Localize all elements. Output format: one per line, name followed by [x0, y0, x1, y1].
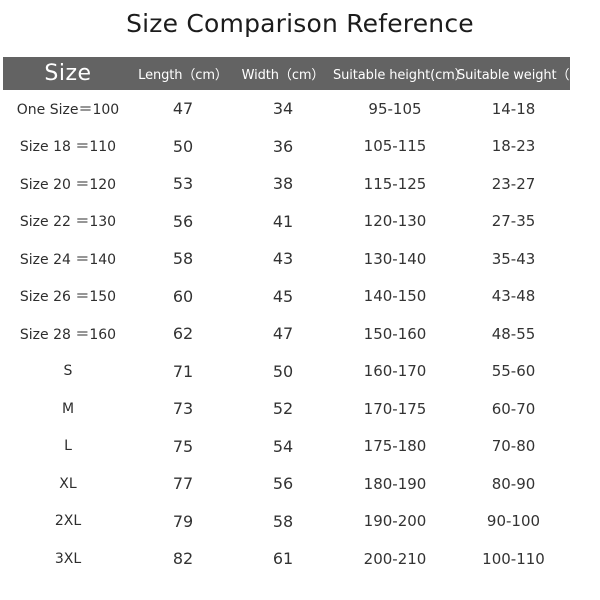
cell-weight: 14-18 [457, 90, 570, 128]
cell-height: 190-200 [333, 502, 457, 540]
column-header-size: Size [44, 61, 92, 86]
cell-size: Size 22 ＝130 [3, 202, 133, 240]
table-row: Size 26 ＝150 60 45 140-150 43-48 [3, 277, 570, 315]
cell-height: 95-105 [333, 90, 457, 128]
column-header-weight: Suitable weight（kg） [457, 68, 598, 83]
table-header-row: Size Length（cm） Width（cm） Suitable heigh… [3, 57, 598, 90]
cell-width: 50 [233, 352, 333, 390]
table-row: XL 77 56 180-190 80-90 [3, 465, 570, 503]
cell-weight: 55-60 [457, 352, 570, 390]
page-title: Size Comparison Reference [126, 9, 474, 38]
cell-width: 45 [233, 277, 333, 315]
cell-size: 3XL [3, 540, 133, 578]
cell-height: 160-170 [333, 352, 457, 390]
cell-weight: 35-43 [457, 240, 570, 278]
cell-length: 56 [133, 202, 233, 240]
cell-length: 62 [133, 315, 233, 353]
table-row: M 73 52 170-175 60-70 [3, 390, 570, 428]
cell-weight: 18-23 [457, 127, 570, 165]
cell-width: 36 [233, 127, 333, 165]
table-row: L 75 54 175-180 70-80 [3, 427, 570, 465]
cell-length: 77 [133, 465, 233, 503]
cell-width: 38 [233, 165, 333, 203]
cell-height: 175-180 [333, 427, 457, 465]
cell-width: 52 [233, 390, 333, 428]
cell-width: 54 [233, 427, 333, 465]
cell-height: 130-140 [333, 240, 457, 278]
table-row: Size 20 ＝120 53 38 115-125 23-27 [3, 165, 570, 203]
cell-length: 58 [133, 240, 233, 278]
cell-size: S [3, 352, 133, 390]
cell-height: 105-115 [333, 127, 457, 165]
cell-width: 34 [233, 90, 333, 128]
column-header-height: Suitable height(cm） [333, 68, 468, 83]
table-row: One Size＝100 47 34 95-105 14-18 [3, 90, 570, 128]
size-comparison-table: Size Length（cm） Width（cm） Suitable heigh… [3, 57, 598, 578]
cell-height: 120-130 [333, 202, 457, 240]
cell-weight: 27-35 [457, 202, 570, 240]
cell-size: Size 18 ＝110 [3, 127, 133, 165]
cell-length: 60 [133, 277, 233, 315]
cell-weight: 70-80 [457, 427, 570, 465]
cell-size: Size 28 ＝160 [3, 315, 133, 353]
cell-weight: 43-48 [457, 277, 570, 315]
cell-width: 41 [233, 202, 333, 240]
column-header-width: Width（cm） [241, 68, 325, 83]
cell-length: 82 [133, 540, 233, 578]
table-row: 3XL 82 61 200-210 100-110 [3, 540, 570, 578]
cell-size: Size 20 ＝120 [3, 165, 133, 203]
cell-length: 71 [133, 352, 233, 390]
table-row: Size 22 ＝130 56 41 120-130 27-35 [3, 202, 570, 240]
cell-weight: 60-70 [457, 390, 570, 428]
cell-width: 47 [233, 315, 333, 353]
table-row: Size 24 ＝140 58 43 130-140 35-43 [3, 240, 570, 278]
cell-weight: 90-100 [457, 502, 570, 540]
table-row: S 71 50 160-170 55-60 [3, 352, 570, 390]
cell-size: 2XL [3, 502, 133, 540]
table-body: One Size＝100 47 34 95-105 14-18 Size 18 … [3, 90, 570, 578]
table-row: Size 18 ＝110 50 36 105-115 18-23 [3, 127, 570, 165]
cell-size: M [3, 390, 133, 428]
cell-width: 61 [233, 540, 333, 578]
cell-weight: 80-90 [457, 465, 570, 503]
cell-height: 115-125 [333, 165, 457, 203]
cell-weight: 100-110 [457, 540, 570, 578]
table-row: Size 28 ＝160 62 47 150-160 48-55 [3, 315, 570, 353]
cell-height: 180-190 [333, 465, 457, 503]
cell-width: 58 [233, 502, 333, 540]
table-row: 2XL 79 58 190-200 90-100 [3, 502, 570, 540]
table-header: Size Length（cm） Width（cm） Suitable heigh… [3, 57, 598, 90]
cell-size: Size 26 ＝150 [3, 277, 133, 315]
cell-length: 79 [133, 502, 233, 540]
cell-height: 170-175 [333, 390, 457, 428]
cell-height: 150-160 [333, 315, 457, 353]
cell-length: 73 [133, 390, 233, 428]
column-header-length: Length（cm） [138, 68, 228, 83]
cell-length: 53 [133, 165, 233, 203]
cell-width: 43 [233, 240, 333, 278]
cell-size: Size 24 ＝140 [3, 240, 133, 278]
cell-weight: 48-55 [457, 315, 570, 353]
cell-size: L [3, 427, 133, 465]
cell-size: XL [3, 465, 133, 503]
cell-length: 50 [133, 127, 233, 165]
cell-weight: 23-27 [457, 165, 570, 203]
cell-length: 75 [133, 427, 233, 465]
cell-length: 47 [133, 90, 233, 128]
cell-height: 200-210 [333, 540, 457, 578]
cell-width: 56 [233, 465, 333, 503]
cell-size: One Size＝100 [3, 90, 133, 128]
cell-height: 140-150 [333, 277, 457, 315]
